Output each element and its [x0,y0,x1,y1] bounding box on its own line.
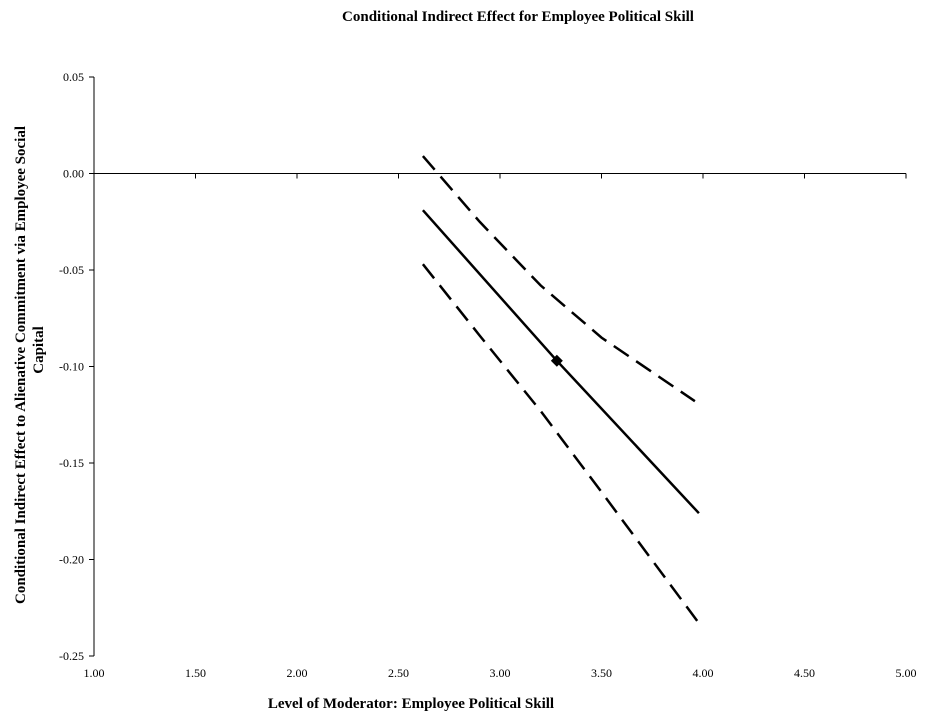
series-group [421,155,700,624]
x-tick-label: 2.00 [287,666,308,680]
y-tick-label: -0.20 [59,553,84,567]
x-tick-label: 4.00 [693,666,714,680]
x-tick-label: 4.50 [794,666,815,680]
y-tick-label: 0.05 [63,70,84,84]
x-tick-label: 3.50 [591,666,612,680]
x-ticks: 1.00 1.50 2.00 2.50 3.00 3.50 4.00 4.50 5.00 [84,173,917,680]
y-tick-label: -0.15 [59,456,84,470]
lower-ci-line [421,263,700,624]
axes [93,77,906,656]
x-axis-label: Level of Moderator: Employee Political S… [268,696,554,712]
markers-group [550,354,563,367]
upper-ci-line [421,155,696,403]
y-tick-label: -0.25 [59,649,84,663]
x-tick-label: 5.00 [896,666,917,680]
x-tick-label: 1.00 [84,666,105,680]
y-axis-label-line-1: Conditional Indirect Effect to Alienativ… [13,126,29,604]
chart-title: Conditional Indirect Effect for Employee… [342,9,694,25]
y-axis-label: Conditional Indirect Effect to Alienativ… [13,126,47,604]
y-axis-label-line-2: Capital [31,326,47,374]
y-tick-label: -0.05 [59,263,84,277]
y-ticks: 0.05 0.00 -0.05 -0.10 -0.15 -0.20 -0.25 [59,70,94,663]
x-tick-label: 1.50 [185,666,206,680]
y-tick-label: -0.10 [59,360,84,374]
diamond-marker [550,354,563,367]
y-tick-label: 0.00 [63,167,84,181]
x-tick-label: 2.50 [388,666,409,680]
x-tick-label: 3.00 [490,666,511,680]
